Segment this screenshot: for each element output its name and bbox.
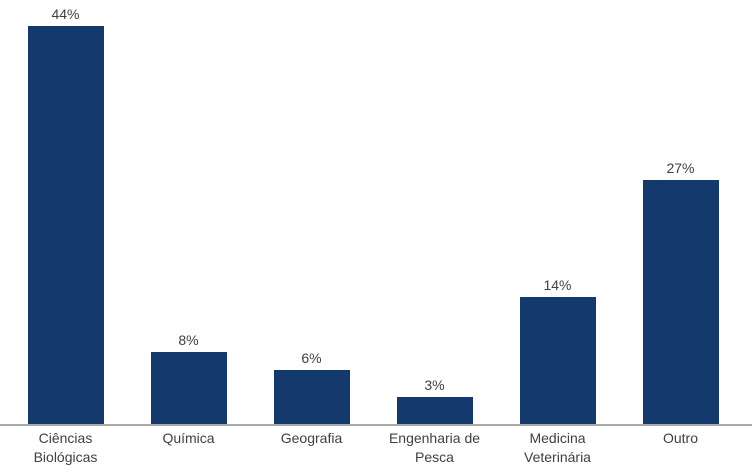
bar-column: 8% xyxy=(127,332,250,424)
bar xyxy=(150,352,227,424)
bar-value-label: 14% xyxy=(543,277,572,293)
bar-value-label: 44% xyxy=(51,6,80,22)
bar-column: 27% xyxy=(619,160,742,424)
x-axis-label: Engenharia de Pesca xyxy=(388,430,481,465)
bar-value-label: 6% xyxy=(301,350,322,366)
x-axis-label: Ciências Biológicas xyxy=(33,430,98,465)
bar-value-label: 8% xyxy=(178,332,199,348)
bar xyxy=(519,297,596,424)
bar-column: 14% xyxy=(496,277,619,424)
bar xyxy=(27,26,104,424)
bar-column: 3% xyxy=(373,377,496,424)
bar xyxy=(642,180,719,424)
bar-column: 6% xyxy=(250,350,373,424)
bar xyxy=(396,397,473,424)
bar xyxy=(273,370,350,424)
x-axis-label: Química xyxy=(162,430,215,446)
x-axis-label: Outro xyxy=(662,430,698,446)
plot-area: 44% 8% 6% 3% 14% 27% xyxy=(4,0,742,424)
bar-value-label: 27% xyxy=(666,160,695,176)
x-axis-label: Geografia xyxy=(280,430,343,446)
x-axis-line xyxy=(0,424,752,426)
x-axis-labels: Ciências Biológicas Química Geografia Engen… xyxy=(4,429,742,467)
bar-column: 44% xyxy=(4,6,127,424)
bar-value-label: 3% xyxy=(424,377,445,393)
x-axis-label: Medicina Veterinária xyxy=(524,430,591,465)
